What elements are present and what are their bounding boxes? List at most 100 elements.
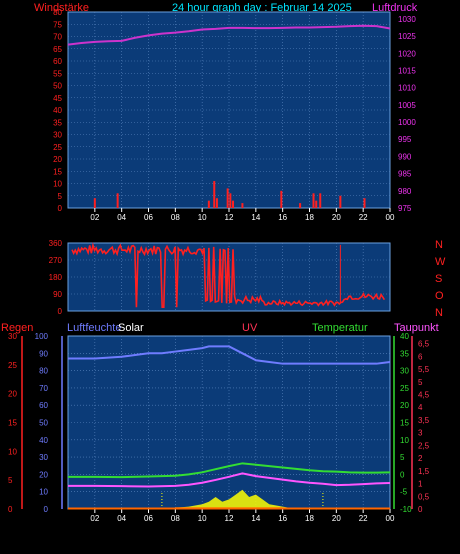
y-right-tick-label: 1005 (398, 101, 416, 110)
y-temp-tick-label: 40 (400, 332, 409, 341)
x-tick-label: 08 (171, 213, 180, 222)
y-humidity-tick-label: 80 (39, 367, 48, 376)
right-axis-label: Luftdruck (372, 2, 418, 14)
y-temp-tick-label: 15 (400, 419, 409, 428)
chart-title: 24 hour graph day : Februar 14 2025 (172, 2, 352, 14)
x-tick-label: 04 (117, 213, 126, 222)
y-uv-tick-label: 1 (418, 480, 423, 489)
direction-compass-label: N (435, 239, 443, 251)
y-left-tick-label: 15 (53, 167, 62, 176)
y-direction-tick-label: 90 (53, 290, 62, 299)
x-tick-label: 22 (359, 213, 368, 222)
y-left-tick-label: 55 (53, 69, 62, 78)
y-left-tick-label: 50 (53, 82, 62, 91)
y-uv-tick-label: 1,5 (418, 467, 430, 476)
wind-bar (280, 190, 283, 208)
x-tick-label: 06 (144, 514, 153, 523)
direction-compass-label: O (435, 290, 444, 302)
x-tick-label: 04 (117, 514, 126, 523)
wind-bar (207, 200, 210, 208)
left-axis-label: Windstärke (34, 2, 89, 14)
y-right-tick-label: 1010 (398, 84, 416, 93)
y-left-tick-label: 35 (53, 118, 62, 127)
x-tick-label: 20 (332, 213, 341, 222)
temperature-line (68, 462, 391, 479)
x-tick-label: 10 (198, 213, 207, 222)
y-rain-tick-label: 20 (8, 390, 17, 399)
wind-bar (312, 193, 315, 208)
y-rain-tick-label: 5 (8, 476, 13, 485)
y-temp-tick-label: -10 (400, 505, 412, 514)
x-tick-label: 22 (359, 514, 368, 523)
x-tick-label: 08 (171, 514, 180, 523)
y-direction-tick-label: 0 (58, 307, 63, 316)
wind-bar (93, 198, 96, 208)
y-humidity-tick-label: 90 (39, 349, 48, 358)
y-right-tick-label: 1015 (398, 66, 416, 75)
y-humidity-tick-label: 100 (35, 332, 49, 341)
wind-bar (241, 203, 244, 208)
y-uv-tick-label: 5,5 (418, 365, 430, 374)
y-uv-tick-label: 5 (418, 378, 423, 387)
y-uv-tick-label: 3,5 (418, 416, 430, 425)
direction-compass-label: W (435, 256, 446, 268)
humidity-line (68, 345, 391, 365)
x-tick-label: 16 (278, 213, 287, 222)
y-left-tick-label: 40 (53, 106, 62, 115)
y-humidity-tick-label: 10 (39, 488, 48, 497)
y-temp-tick-label: 25 (400, 384, 409, 393)
wind-bar (319, 193, 322, 208)
y-humidity-tick-label: 40 (39, 436, 48, 445)
x-tick-label: 18 (305, 213, 314, 222)
y-left-tick-label: 0 (58, 204, 63, 213)
y-humidity-tick-label: 70 (39, 384, 48, 393)
wind-bar (213, 181, 216, 208)
legend-temperatur: Temperatur (312, 322, 368, 334)
y-right-tick-label: 1030 (398, 15, 416, 24)
y-direction-tick-label: 360 (49, 239, 63, 248)
y-temp-tick-label: 5 (400, 453, 405, 462)
legend-taupunkt: Taupunkt (394, 322, 439, 334)
y-left-tick-label: 10 (53, 180, 62, 189)
panel-wind-pressure (67, 11, 391, 209)
wind-bar (232, 200, 235, 208)
x-tick-label: 18 (305, 514, 314, 523)
wind-bar (226, 188, 229, 208)
x-tick-label: 12 (225, 213, 234, 222)
y-temp-tick-label: 10 (400, 436, 409, 445)
y-temp-tick-label: -5 (400, 488, 408, 497)
direction-compass-label: S (435, 273, 442, 285)
y-rain-tick-label: 30 (8, 332, 17, 341)
y-left-tick-label: 65 (53, 45, 62, 54)
y-temp-tick-label: 30 (400, 367, 409, 376)
y-right-tick-label: 1020 (398, 49, 416, 58)
y-humidity-tick-label: 60 (39, 401, 48, 410)
solar-area (68, 489, 390, 509)
direction-compass-label: N (435, 307, 443, 319)
y-right-tick-label: 985 (398, 170, 412, 179)
legend-solar: Solar (118, 322, 144, 334)
y-right-tick-label: 975 (398, 204, 412, 213)
y-right-tick-label: 995 (398, 135, 412, 144)
pressure-line (67, 24, 391, 46)
y-right-tick-label: 980 (398, 187, 412, 196)
y-left-tick-label: 75 (53, 20, 62, 29)
y-left-tick-label: 60 (53, 57, 62, 66)
y-left-tick-label: 30 (53, 131, 62, 140)
wind-bar (339, 195, 342, 208)
y-rain-tick-label: 0 (8, 505, 13, 514)
x-tick-label: 00 (386, 213, 395, 222)
x-tick-label: 02 (90, 514, 99, 523)
y-rain-tick-label: 10 (8, 447, 17, 456)
y-left-tick-label: 80 (53, 8, 62, 17)
legend-uv: UV (242, 322, 258, 334)
y-right-tick-label: 990 (398, 152, 412, 161)
wind-bar (315, 200, 318, 208)
y-rain-tick-label: 15 (8, 419, 17, 428)
legend-luftfeuchte: Luftfeuchte (67, 322, 121, 334)
x-tick-label: 10 (198, 514, 207, 523)
x-tick-label: 06 (144, 213, 153, 222)
dewpoint-line (68, 472, 391, 488)
x-tick-label: 16 (278, 514, 287, 523)
